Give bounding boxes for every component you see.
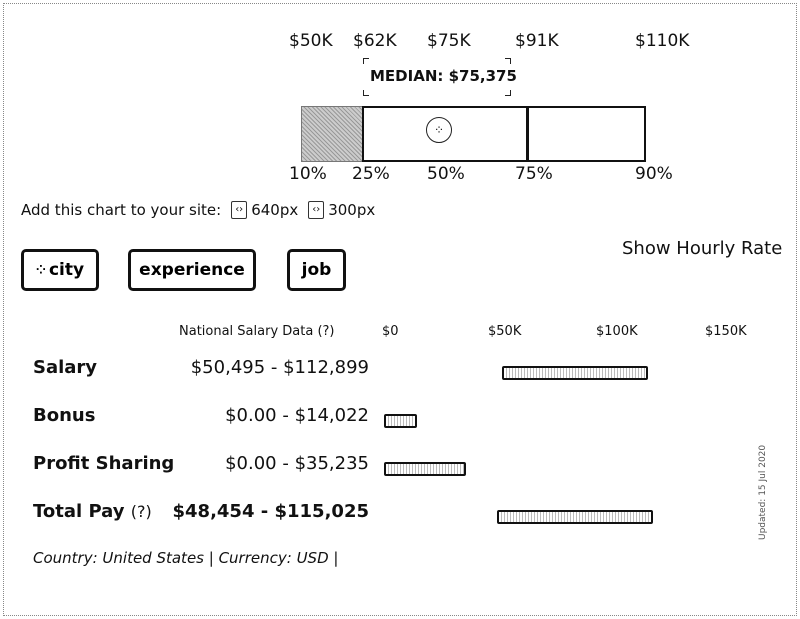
- axis-tick: $150K: [705, 324, 747, 339]
- range-bar-bonus: [384, 414, 417, 428]
- pct-value-50: $75K: [427, 31, 471, 51]
- row-label-total-pay: Total Pay (?): [33, 501, 152, 522]
- embed-300-link[interactable]: 300px: [328, 201, 376, 219]
- row-range-profit-sharing: $0.00 - $35,235: [225, 453, 369, 474]
- pct-label-10: 10%: [289, 164, 327, 184]
- total-pay-help-link[interactable]: (?): [130, 502, 152, 521]
- row-label-profit-sharing: Profit Sharing: [33, 453, 175, 474]
- pct-value-25: $62K: [353, 31, 397, 51]
- pct-value-10: $50K: [289, 31, 333, 51]
- embed-label: Add this chart to your site:: [21, 201, 222, 219]
- row-range-total-pay: $48,454 - $115,025: [172, 501, 370, 522]
- job-filter-button[interactable]: job: [287, 249, 346, 291]
- axis-tick: $0: [382, 324, 399, 339]
- median-marker-icon: ⁘: [426, 117, 452, 143]
- pct-label-25: 25%: [352, 164, 390, 184]
- range-bar-profit-sharing: [384, 462, 467, 476]
- percentile-bar-75-90: [527, 106, 646, 162]
- widget-frame: [3, 3, 797, 616]
- range-bar-salary: [502, 366, 649, 380]
- pct-value-90: $110K: [635, 31, 690, 51]
- row-label-salary: Salary: [33, 357, 98, 378]
- show-hourly-rate-link[interactable]: Show Hourly Rate: [622, 238, 783, 259]
- experience-filter-button[interactable]: experience: [128, 249, 256, 291]
- updated-note: Updated: 15 Jul 2020: [758, 444, 768, 540]
- row-label-bonus: Bonus: [33, 405, 96, 426]
- embed-row: Add this chart to your site: ‹› 640px ‹›…: [21, 201, 375, 219]
- embed-code-icon[interactable]: ‹›: [308, 201, 325, 219]
- row-range-bonus: $0.00 - $14,022: [225, 405, 369, 426]
- axis-tick: $50K: [488, 324, 522, 339]
- axis-tick: $100K: [596, 324, 638, 339]
- row-range-salary: $50,495 - $112,899: [190, 357, 369, 378]
- percentile-bar-10-25: [301, 106, 363, 162]
- range-bar-total-pay: [497, 510, 654, 524]
- pct-label-90: 90%: [635, 164, 673, 184]
- pct-label-75: 75%: [515, 164, 553, 184]
- median-callout: [363, 58, 511, 96]
- country-currency-footer: Country: United States | Currency: USD |: [33, 549, 339, 567]
- city-filter-button[interactable]: ⁘ city: [21, 249, 99, 291]
- pct-label-50: 50%: [427, 164, 465, 184]
- embed-code-icon[interactable]: ‹›: [231, 201, 248, 219]
- pct-value-75: $91K: [515, 31, 559, 51]
- embed-640-link[interactable]: 640px: [251, 201, 299, 219]
- grid-icon: ⁘: [35, 263, 46, 277]
- national-salary-data-label[interactable]: National Salary Data (?): [179, 324, 335, 339]
- median-label: MEDIAN: $75,375: [370, 67, 517, 85]
